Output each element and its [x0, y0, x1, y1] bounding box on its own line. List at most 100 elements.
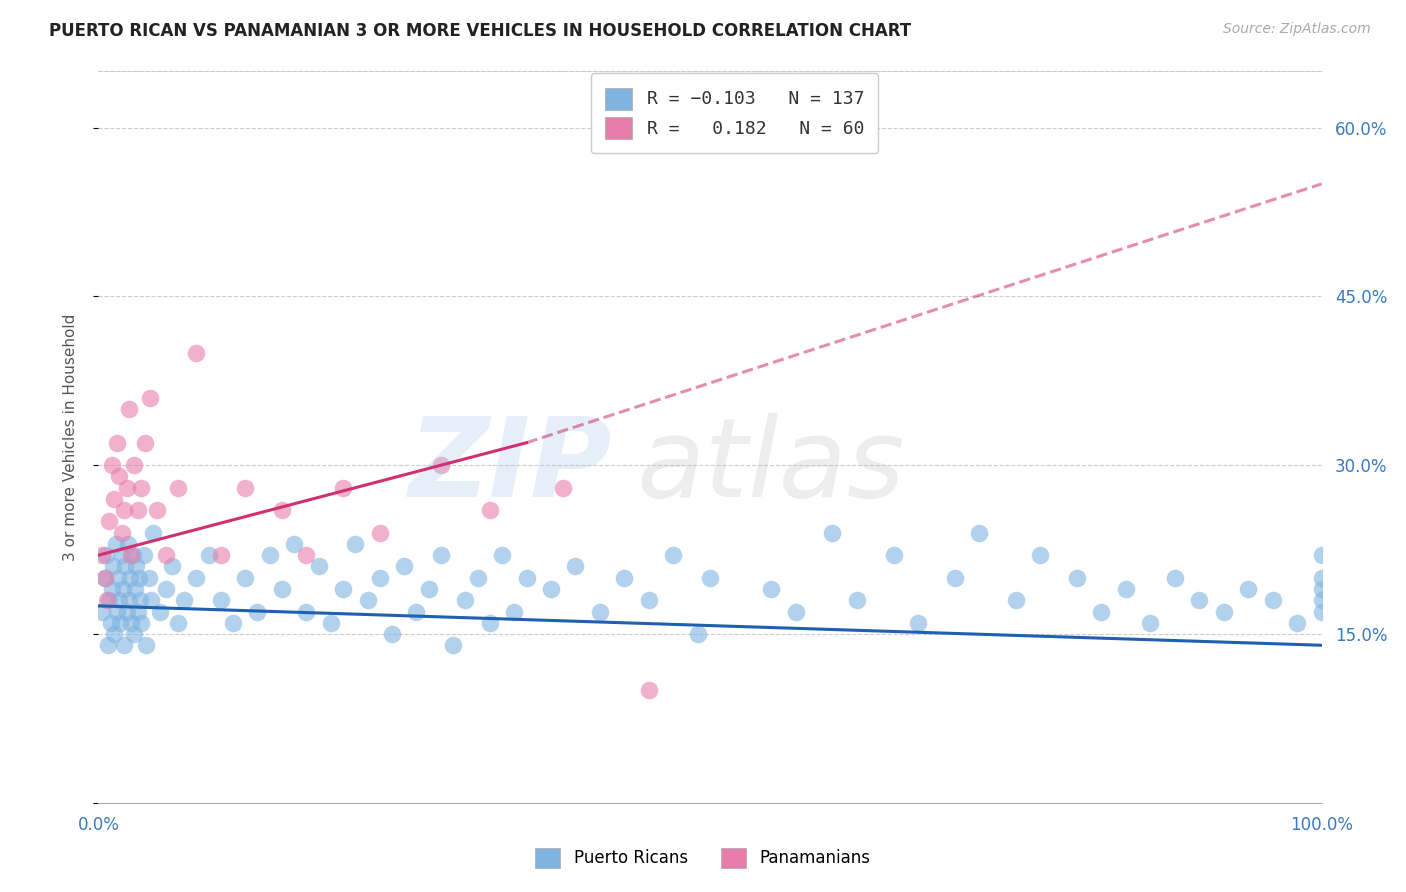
Point — [129, 615, 152, 630]
Point — [111, 548, 134, 562]
Point — [186, 345, 208, 359]
Text: Source: ZipAtlas.com: Source: ZipAtlas.com — [1223, 22, 1371, 37]
Point — [1310, 582, 1333, 596]
Point — [785, 605, 807, 619]
Point — [1310, 605, 1333, 619]
Legend: Puerto Ricans, Panamanians: Puerto Ricans, Panamanians — [529, 841, 877, 875]
Point — [101, 458, 124, 473]
Point — [98, 515, 121, 529]
Point — [967, 525, 990, 540]
Point — [105, 435, 128, 450]
Point — [1115, 582, 1137, 596]
Point — [118, 401, 141, 416]
Point — [91, 605, 114, 619]
Point — [120, 548, 142, 562]
Point — [699, 571, 721, 585]
Point — [405, 605, 427, 619]
Point — [93, 571, 115, 585]
Point — [478, 615, 501, 630]
Point — [115, 605, 138, 619]
Point — [368, 571, 391, 585]
Point — [308, 559, 330, 574]
Point — [491, 548, 513, 562]
Point — [332, 481, 354, 495]
Point — [134, 435, 156, 450]
Point — [1139, 615, 1161, 630]
Point — [503, 605, 526, 619]
Point — [295, 605, 318, 619]
Point — [132, 548, 155, 562]
Point — [135, 638, 157, 652]
Point — [589, 605, 612, 619]
Point — [368, 525, 391, 540]
Point — [381, 627, 404, 641]
Point — [115, 481, 138, 495]
Point — [112, 503, 135, 517]
Point — [1066, 571, 1088, 585]
Point — [167, 615, 190, 630]
Point — [139, 391, 162, 405]
Point — [1237, 582, 1260, 596]
Point — [686, 627, 709, 641]
Point — [101, 582, 124, 596]
Point — [943, 571, 966, 585]
Point — [332, 582, 354, 596]
Point — [540, 582, 562, 596]
Point — [356, 593, 378, 607]
Point — [155, 548, 177, 562]
Point — [344, 537, 367, 551]
Point — [233, 571, 256, 585]
Point — [108, 469, 131, 483]
Point — [1164, 571, 1187, 585]
Point — [149, 605, 172, 619]
Point — [430, 458, 453, 473]
Point — [246, 605, 269, 619]
Point — [516, 571, 538, 585]
Point — [125, 559, 148, 574]
Point — [91, 548, 114, 562]
Point — [120, 615, 142, 630]
Point — [283, 537, 305, 551]
Point — [97, 638, 120, 652]
Point — [138, 571, 160, 585]
Point — [1212, 605, 1234, 619]
Point — [120, 571, 142, 585]
Point — [167, 481, 190, 495]
Point — [638, 593, 661, 607]
Point — [467, 571, 489, 585]
Point — [418, 582, 440, 596]
Point — [146, 503, 169, 517]
Point — [103, 491, 125, 506]
Point — [112, 638, 135, 652]
Point — [101, 559, 124, 574]
Point — [111, 582, 134, 596]
Point — [1310, 571, 1333, 585]
Point — [127, 503, 149, 517]
Point — [222, 615, 245, 630]
Point — [270, 582, 294, 596]
Point — [127, 605, 149, 619]
Point — [105, 605, 128, 619]
Point — [98, 593, 121, 607]
Text: atlas: atlas — [637, 413, 905, 520]
Point — [270, 503, 294, 517]
Point — [110, 615, 132, 630]
Point — [122, 458, 145, 473]
Point — [118, 593, 141, 607]
Point — [430, 548, 453, 562]
Point — [392, 559, 416, 574]
Point — [128, 571, 150, 585]
Point — [121, 548, 143, 562]
Point — [94, 548, 117, 562]
Point — [108, 593, 131, 607]
Point — [662, 548, 685, 562]
Point — [821, 525, 844, 540]
Point — [883, 548, 905, 562]
Point — [761, 582, 783, 596]
Point — [129, 593, 152, 607]
Point — [129, 481, 152, 495]
Point — [139, 593, 162, 607]
Point — [173, 593, 195, 607]
Point — [111, 525, 134, 540]
Point — [638, 683, 661, 698]
